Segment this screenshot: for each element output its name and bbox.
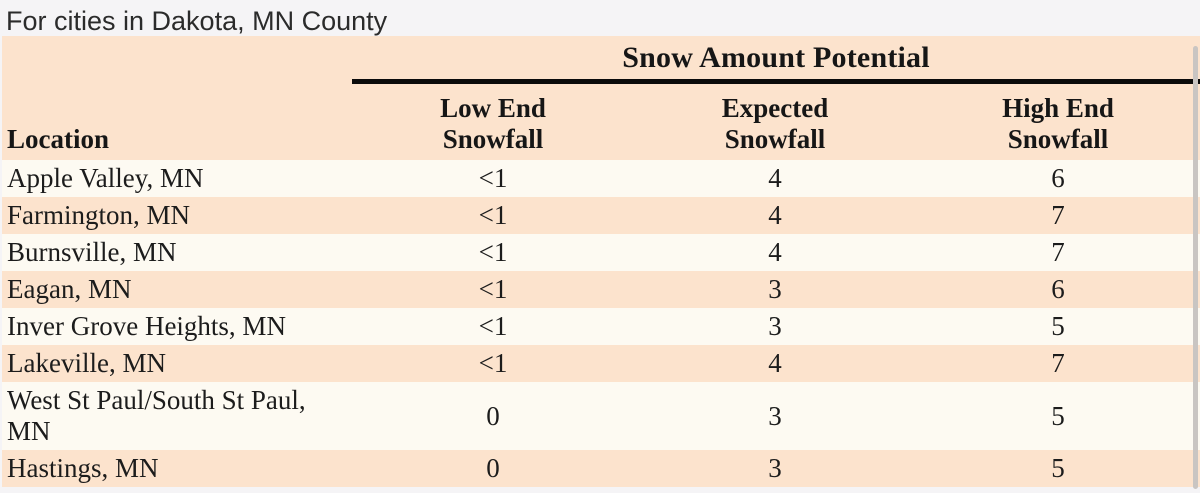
low-end-cell: <1 <box>352 345 634 382</box>
high-end-cell: 7 <box>916 345 1200 382</box>
table-row: Lakeville, MN <1 4 7 <box>2 345 1200 382</box>
location-cell: Apple Valley, MN <box>2 160 352 197</box>
column-header-row: Location Low End Snowfall Expected Snowf… <box>2 81 1200 160</box>
expected-cell: 4 <box>634 234 916 271</box>
column-header-expected-snowfall: Expected Snowfall <box>634 81 916 160</box>
location-cell: Hastings, MN <box>2 450 352 487</box>
high-end-cell: 7 <box>916 197 1200 234</box>
table-row: Inver Grove Heights, MN <1 3 5 <box>2 308 1200 345</box>
low-end-cell: 0 <box>352 450 634 487</box>
table-row: West St Paul/South St Paul, MN 0 3 5 <box>2 382 1200 450</box>
table-row: Burnsville, MN <1 4 7 <box>2 234 1200 271</box>
group-header-spacer <box>2 36 352 84</box>
high-end-cell: 7 <box>916 234 1200 271</box>
table-row: Apple Valley, MN <1 4 6 <box>2 160 1200 197</box>
location-cell: Burnsville, MN <box>2 234 352 271</box>
page-title: For cities in Dakota, MN County <box>6 6 388 36</box>
low-end-cell: <1 <box>352 160 634 197</box>
high-end-cell: 5 <box>916 450 1200 487</box>
expected-cell: 3 <box>634 382 916 450</box>
expected-cell: 3 <box>634 271 916 308</box>
column-header-location: Location <box>2 81 352 160</box>
expected-cell: 4 <box>634 345 916 382</box>
low-end-cell: <1 <box>352 234 634 271</box>
high-end-cell: 5 <box>916 308 1200 345</box>
location-cell: Farmington, MN <box>2 197 352 234</box>
high-end-cell: 6 <box>916 271 1200 308</box>
expected-cell: 4 <box>634 197 916 234</box>
table-row: Farmington, MN <1 4 7 <box>2 197 1200 234</box>
expected-cell: 3 <box>634 450 916 487</box>
location-cell: Lakeville, MN <box>2 345 352 382</box>
low-end-cell: <1 <box>352 197 634 234</box>
high-end-cell: 5 <box>916 382 1200 450</box>
group-header-snow-amount-potential: Snow Amount Potential <box>352 36 1200 84</box>
low-end-cell: <1 <box>352 308 634 345</box>
expected-cell: 4 <box>634 160 916 197</box>
column-header-low-end-snowfall: Low End Snowfall <box>352 81 634 160</box>
location-cell: Eagan, MN <box>2 271 352 308</box>
location-cell: Inver Grove Heights, MN <box>2 308 352 345</box>
expected-cell: 3 <box>634 308 916 345</box>
table-row: Eagan, MN <1 3 6 <box>2 271 1200 308</box>
low-end-cell: 0 <box>352 382 634 450</box>
table-body: Apple Valley, MN <1 4 6 Farmington, MN <… <box>2 160 1200 487</box>
table-row: Hastings, MN 0 3 5 <box>2 450 1200 487</box>
table-header: Snow Amount Potential Location Low End S… <box>2 36 1200 160</box>
vertical-scrollbar[interactable] <box>1193 46 1198 489</box>
snow-forecast-table: Snow Amount Potential Location Low End S… <box>2 36 1200 487</box>
low-end-cell: <1 <box>352 271 634 308</box>
column-header-high-end-snowfall: High End Snowfall <box>916 81 1200 160</box>
group-header-row: Snow Amount Potential <box>2 36 1200 84</box>
high-end-cell: 6 <box>916 160 1200 197</box>
location-cell: West St Paul/South St Paul, MN <box>2 382 352 450</box>
